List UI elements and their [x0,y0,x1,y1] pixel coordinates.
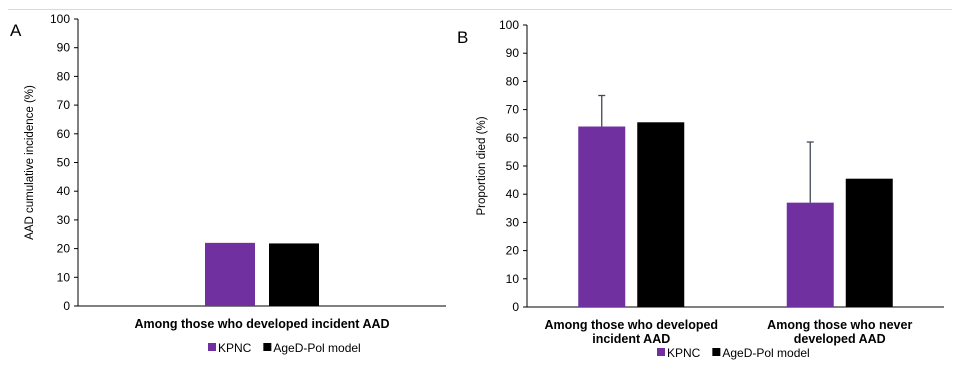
y-tick-label: 70 [506,103,520,117]
y-tick-label: 60 [57,127,71,141]
y-tick-label: 70 [57,98,71,112]
y-tick-label: 0 [63,299,70,313]
y-tick-label: 80 [57,69,71,83]
y-tick-label: 40 [506,187,520,201]
legend-label: KPNC [667,346,701,360]
bar-kpnc [786,202,834,307]
y-tick-label: 0 [512,300,519,314]
y-tick-label: 100 [499,18,519,32]
bar-kpnc [578,126,626,308]
legend-swatch [657,348,665,356]
y-tick-label: 80 [506,74,520,88]
legend-label: KPNC [218,341,252,355]
bar-aged-pol-model [845,178,893,307]
y-tick-label: 40 [57,184,71,198]
legend-swatch [263,343,272,351]
y-tick-label: 50 [506,159,520,173]
panel-label: A [10,21,22,40]
category-label: Among those who never [767,318,912,332]
category-label: developed AAD [794,332,886,346]
y-tick-label: 10 [57,270,71,284]
bar-aged-pol-model [269,243,319,306]
legend-swatch [208,343,216,351]
legend-label: AgeD-Pol model [273,341,360,355]
chart-panel-B: B 0 10 20 30 40 50 60 70 80 90 100 Proportion died (… [457,18,944,360]
y-axis-label: Proportion died (%) [476,116,488,215]
y-tick-label: 50 [57,156,71,170]
bar-kpnc [205,242,255,306]
y-tick-label: 30 [506,215,520,229]
legend-swatch [712,348,721,356]
y-tick-label: 20 [506,244,520,258]
y-tick-label: 90 [506,46,520,60]
y-tick-label: 90 [57,41,71,55]
y-tick-label: 10 [506,272,520,286]
y-tick-label: 100 [50,12,70,26]
category-label: Among those who developed incident AAD [134,317,389,331]
panel-label: B [457,28,468,47]
chart-panel-A: A 0 10 20 30 40 50 60 70 80 90 100 AAD cumulative in… [10,12,446,355]
y-tick-label: 20 [57,242,71,256]
y-axis-label: AAD cumulative incidence (%) [24,85,36,240]
y-tick-label: 30 [57,213,71,227]
top-border-line [8,9,952,10]
legend-label: AgeD-Pol model [722,346,809,360]
bar-aged-pol-model [637,122,685,307]
y-tick-label: 60 [506,131,520,145]
category-label: incident AAD [592,332,670,346]
category-label: Among those who developed [544,318,718,332]
